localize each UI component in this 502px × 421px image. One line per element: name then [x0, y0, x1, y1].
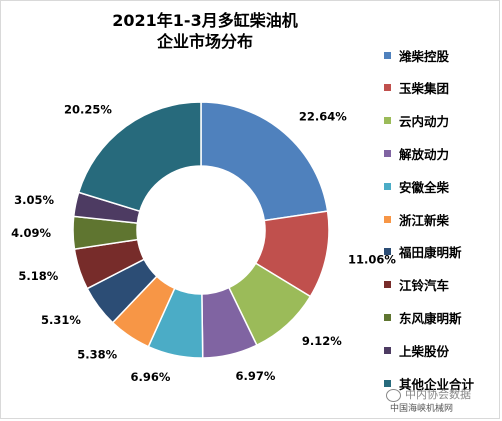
legend-item: 玉柴集团 — [384, 79, 449, 97]
data-label: 5.18% — [18, 269, 58, 283]
legend-label: 上柴股份 — [399, 343, 450, 359]
donut-slice — [200, 101, 329, 222]
legend-item: 其他企业合计 — [384, 374, 474, 392]
legend-swatch — [384, 346, 391, 354]
legend-label: 潍柴控股 — [399, 48, 450, 64]
data-labels: 22.64% 11.06% 9.12% 6.97% 6.96% 5.38% 5.31% 5.1… — [11, 102, 396, 384]
legend-swatch — [384, 149, 391, 157]
legend-item: 福田康明斯 — [384, 243, 462, 261]
data-label: 20.25% — [64, 102, 112, 116]
legend-label: 云内动力 — [399, 114, 450, 130]
data-label: 6.96% — [131, 370, 171, 384]
data-label: 5.38% — [77, 347, 117, 361]
legend-item: 江铃汽车 — [384, 276, 449, 294]
legend-swatch — [384, 84, 391, 92]
data-label: 3.05% — [14, 193, 54, 207]
chart-title: 2021年1-3月多缸柴油机 企业市场分布 — [95, 10, 315, 52]
chart-title-line-1: 2021年1-3月多缸柴油机 — [112, 11, 298, 30]
legend-swatch — [384, 117, 391, 125]
legend-swatch — [384, 51, 391, 59]
legend-label: 江铃汽车 — [399, 278, 450, 294]
legend-label: 玉柴集团 — [399, 81, 450, 97]
legend-item: 浙江新柴 — [384, 210, 449, 228]
data-label: 9.12% — [302, 334, 342, 348]
legend-item: 上柴股份 — [384, 341, 449, 359]
watermark-main: 中内协会数据 — [386, 388, 471, 402]
chart-title-line-2: 企业市场分布 — [156, 32, 253, 51]
legend-label: 东风康明斯 — [399, 310, 462, 326]
data-label: 5.31% — [41, 313, 81, 327]
legend-label: 安徽全柴 — [399, 179, 450, 195]
data-label: 22.64% — [299, 109, 347, 123]
legend-label: 其他企业合计 — [399, 376, 475, 392]
legend-item: 东风康明斯 — [384, 308, 462, 326]
legend-item: 安徽全柴 — [384, 177, 449, 195]
watermark: 中内协会数据 中国海峡机械网 — [386, 388, 471, 416]
data-label: 6.97% — [236, 369, 276, 383]
legend-swatch — [384, 182, 391, 190]
legend-swatch — [384, 248, 391, 256]
legend-label: 浙江新柴 — [399, 212, 450, 228]
wechat-icon — [386, 388, 401, 402]
data-label: 11.06% — [348, 253, 396, 267]
legend-label: 福田康明斯 — [399, 245, 462, 261]
legend-item: 解放动力 — [384, 144, 449, 162]
data-label: 4.09% — [11, 226, 51, 240]
watermark-sub: 中国海峡机械网 — [390, 404, 454, 414]
legend-label: 解放动力 — [399, 146, 450, 162]
watermark-main-text: 中内协会数据 — [405, 388, 471, 401]
donut-slices — [72, 101, 330, 359]
legend-swatch — [384, 313, 391, 321]
legend-swatch — [384, 379, 391, 387]
legend-swatch — [384, 281, 391, 289]
donut-slice — [77, 101, 202, 213]
legend-item: 云内动力 — [384, 112, 449, 130]
legend-swatch — [384, 215, 391, 223]
legend-item: 潍柴控股 — [384, 46, 449, 64]
